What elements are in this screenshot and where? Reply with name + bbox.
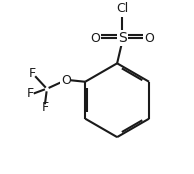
Text: O: O bbox=[61, 74, 71, 87]
Text: F: F bbox=[41, 101, 48, 114]
Text: O: O bbox=[144, 32, 154, 45]
Text: Cl: Cl bbox=[116, 2, 128, 15]
Text: S: S bbox=[118, 31, 126, 45]
Text: O: O bbox=[90, 32, 100, 45]
Text: F: F bbox=[26, 87, 33, 100]
Text: F: F bbox=[29, 67, 36, 80]
